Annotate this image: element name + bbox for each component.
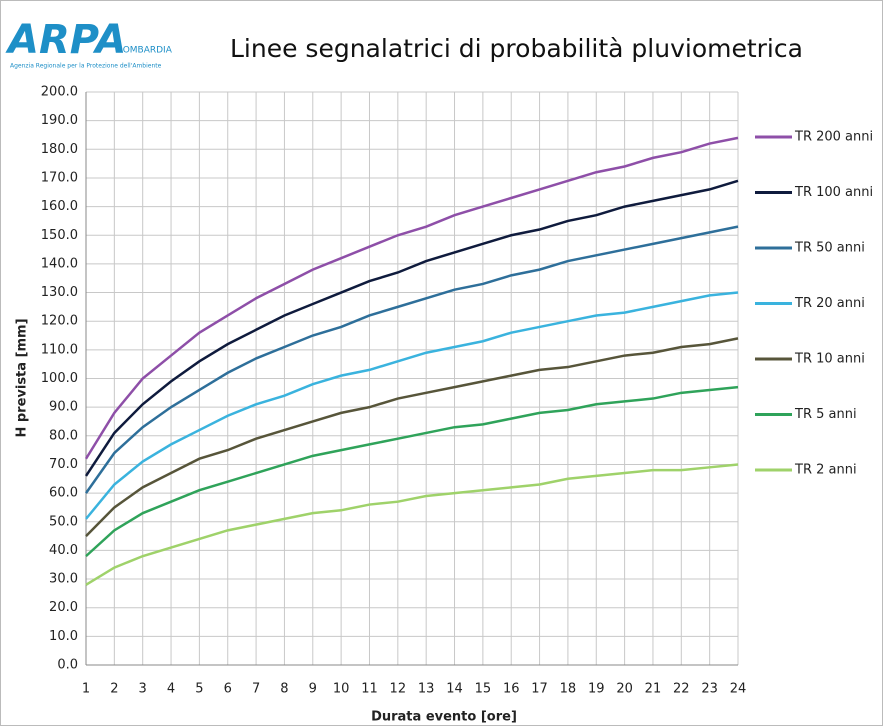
x-tick-label: 8 (280, 682, 288, 697)
x-tick-label: 19 (588, 682, 605, 697)
legend-label: TR 200 anni (794, 130, 873, 145)
y-tick-label: 130.0 (41, 285, 78, 300)
legend-label: TR 50 anni (794, 241, 865, 256)
y-tick-label: 160.0 (41, 199, 78, 214)
x-tick-label: 13 (418, 682, 435, 697)
y-axis-label: H prevista [mm] (15, 318, 30, 437)
y-tick-label: 170.0 (41, 170, 78, 185)
series-line (84, 225, 739, 494)
x-tick-label: 14 (446, 682, 463, 697)
y-tick-label: 120.0 (41, 314, 78, 329)
series-line (85, 337, 739, 537)
y-tick-label: 60.0 (49, 486, 78, 501)
x-tick-label: 7 (252, 682, 260, 697)
series-line (85, 463, 739, 586)
x-tick-label: 10 (333, 682, 350, 697)
x-tick-label: 23 (701, 682, 718, 697)
x-tick-label: 9 (309, 682, 317, 697)
series-line (84, 136, 739, 460)
legend-label: TR 2 anni (794, 463, 857, 478)
y-tick-label: 90.0 (49, 400, 78, 415)
logo-agency: Agenzia Regionale per la Protezione dell… (10, 63, 162, 70)
x-tick-label: 6 (224, 682, 232, 697)
x-tick-label: 17 (531, 682, 548, 697)
series-line (84, 179, 739, 477)
logo-mark: ARPA (5, 17, 126, 63)
x-tick-label: 15 (475, 682, 492, 697)
y-tick-label: 50.0 (49, 514, 78, 529)
x-tick-label: 24 (730, 682, 747, 697)
chart-title: Linee segnalatrici di probabilità pluvio… (230, 34, 803, 63)
x-axis-label: Durata evento [ore] (371, 710, 517, 725)
series-line (85, 291, 739, 520)
x-tick-label: 12 (390, 682, 407, 697)
y-tick-label: 100.0 (41, 371, 78, 386)
y-tick-label: 140.0 (41, 256, 78, 271)
logo-region: LOMBARDIA (118, 46, 173, 56)
y-tick-label: 70.0 (49, 457, 78, 472)
y-tick-label: 20.0 (49, 600, 78, 615)
legend-label: TR 10 anni (794, 352, 865, 367)
series-line (85, 385, 739, 558)
x-tick-label: 16 (503, 682, 520, 697)
x-tick-label: 21 (645, 682, 662, 697)
x-tick-label: 11 (361, 682, 378, 697)
y-tick-label: 10.0 (49, 629, 78, 644)
x-tick-label: 1 (82, 682, 90, 697)
y-tick-label: 200.0 (41, 85, 78, 100)
x-tick-label: 18 (560, 682, 577, 697)
legend-label: TR 20 anni (794, 296, 865, 311)
x-tick-label: 3 (139, 682, 147, 697)
x-tick-label: 22 (673, 682, 690, 697)
x-tick-label: 20 (616, 682, 633, 697)
x-tick-label: 5 (195, 682, 203, 697)
y-tick-label: 30.0 (49, 572, 78, 587)
y-tick-label: 80.0 (49, 428, 78, 443)
x-tick-label: 4 (167, 682, 175, 697)
y-tick-label: 110.0 (41, 342, 78, 357)
legend-label: TR 100 anni (794, 185, 873, 200)
y-tick-label: 150.0 (41, 228, 78, 243)
x-tick-label: 2 (110, 682, 118, 697)
logo: ARPA LOMBARDIA Agenzia Regionale per la … (5, 17, 173, 70)
y-tick-label: 180.0 (41, 142, 78, 157)
y-tick-label: 0.0 (57, 658, 78, 673)
y-tick-label: 190.0 (41, 113, 78, 128)
y-tick-label: 40.0 (49, 543, 78, 558)
legend-label: TR 5 anni (794, 407, 857, 422)
